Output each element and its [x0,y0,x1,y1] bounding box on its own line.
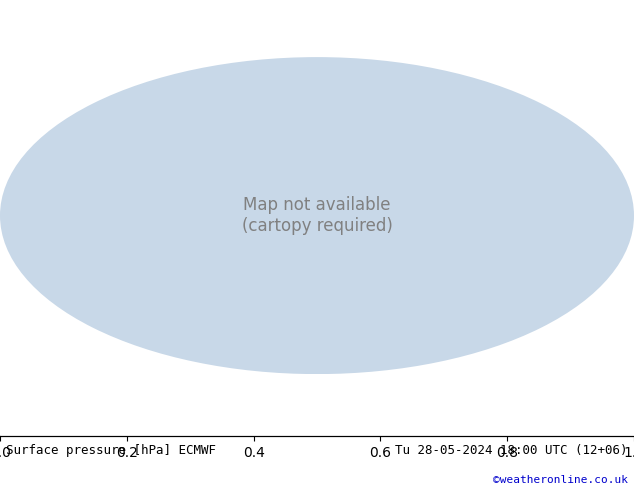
Text: Map not available
(cartopy required): Map not available (cartopy required) [242,196,392,235]
Text: ©weatheronline.co.uk: ©weatheronline.co.uk [493,475,628,485]
Ellipse shape [0,57,634,374]
Text: Surface pressure [hPa] ECMWF: Surface pressure [hPa] ECMWF [6,444,216,457]
Text: Tu 28-05-2024 18:00 UTC (12+06): Tu 28-05-2024 18:00 UTC (12+06) [395,444,628,457]
